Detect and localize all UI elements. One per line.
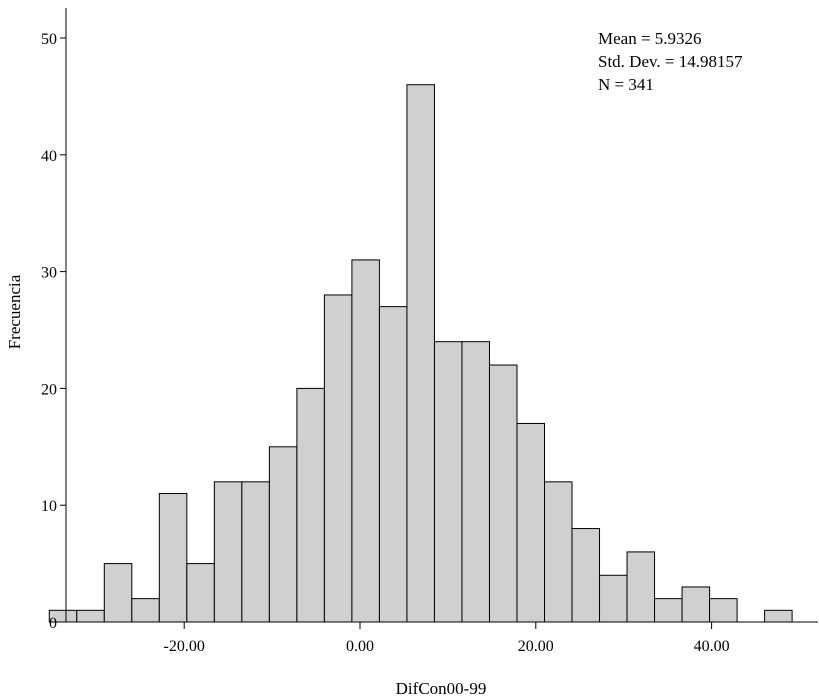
x-tick-label: 20.00 <box>518 638 554 655</box>
histogram-bar <box>378 306 408 623</box>
y-tick-label: 40 <box>41 148 57 165</box>
histogram-bar <box>131 598 160 623</box>
histogram-bar <box>241 481 270 623</box>
histogram-bar <box>544 481 573 623</box>
histogram-bar <box>626 551 656 623</box>
y-tick-label: 10 <box>41 498 57 515</box>
histogram-bar <box>516 422 545 623</box>
histogram-bar <box>296 387 325 623</box>
stat-std-dev: Std. Dev. = 14.98157 <box>598 52 743 71</box>
histogram-bar <box>268 446 298 623</box>
y-tick-label: 20 <box>41 381 57 398</box>
histogram-bar <box>186 563 215 623</box>
histogram-bar <box>488 364 518 623</box>
stat-mean: Mean = 5.9326 <box>598 29 702 48</box>
y-tick-label: 0 <box>49 615 57 632</box>
x-tick-label: -20.00 <box>164 638 205 655</box>
histogram-bar <box>433 341 463 623</box>
histogram-bar <box>406 84 435 623</box>
histogram-bar <box>681 586 711 623</box>
histogram-bar <box>158 493 188 623</box>
histogram-bar <box>599 574 628 623</box>
histogram-bar <box>764 609 793 623</box>
y-axis-title: Frecuencia <box>5 274 24 349</box>
histogram-bar <box>709 598 738 623</box>
histogram-bar <box>571 528 601 623</box>
x-tick-label: 0.00 <box>346 638 374 655</box>
x-axis-title: DifCon00-99 <box>396 679 487 698</box>
histogram-bar <box>323 294 353 623</box>
histogram-bar <box>461 341 490 623</box>
histogram-bar <box>654 598 683 623</box>
x-ticks-group: -20.00 0.00 20.00 40.00 <box>164 622 730 655</box>
y-tick-label: 30 <box>41 265 57 282</box>
histogram-bar <box>76 609 105 623</box>
histogram-bar <box>351 259 380 623</box>
y-ticks-group: 0 10 20 30 40 50 <box>41 31 66 632</box>
x-tick-label: 40.00 <box>694 638 730 655</box>
y-tick-label: 50 <box>41 31 57 48</box>
histogram-bar <box>213 481 243 623</box>
stat-n: N = 341 <box>598 75 654 94</box>
histogram-bar <box>103 563 133 623</box>
bars-group <box>48 84 793 623</box>
